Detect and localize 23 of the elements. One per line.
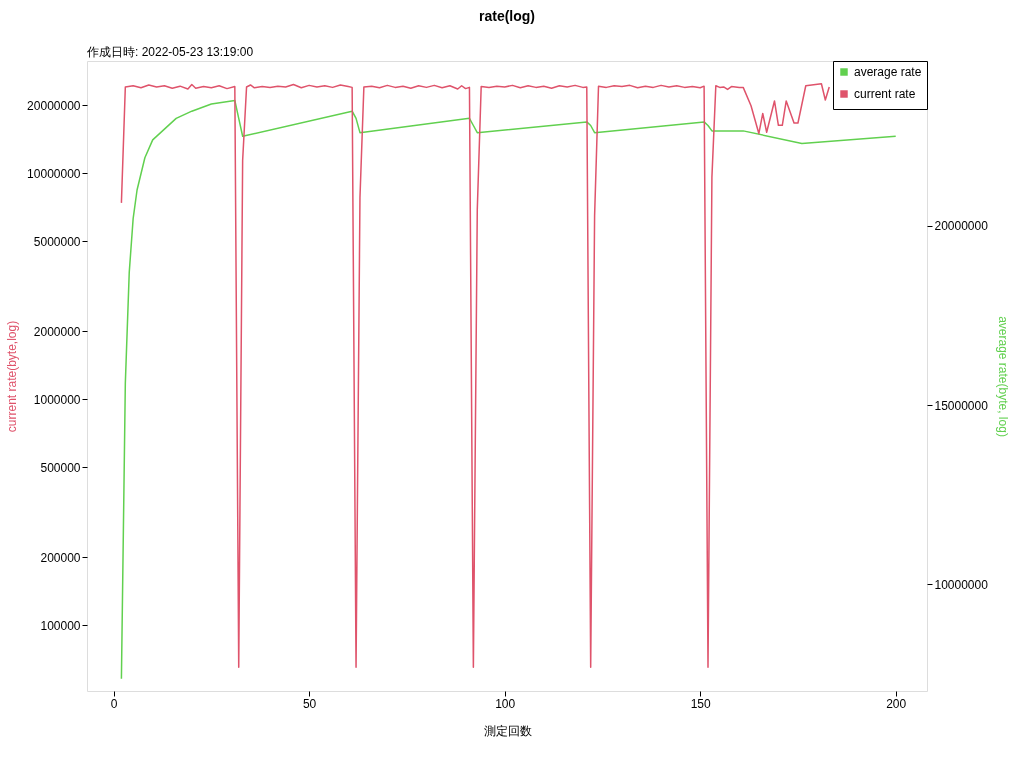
y-tick-label: 1000000 [33,392,81,407]
x-tick-label: 150 [690,696,712,711]
y-tick-label: 20000000 [27,98,81,113]
y-tick-label: 500000 [40,460,81,475]
x-tick-label: 50 [302,696,317,711]
y2-axis-title: average rate(byte, log) [995,316,1010,437]
y-axis-title: current rate(byte,log) [5,320,20,433]
legend-label: average rate [854,65,922,79]
x-tick-label: 200 [886,696,907,711]
y2-tick-label: 15000000 [934,398,989,413]
y-tick-label: 100000 [40,618,81,633]
y-tick-label: 5000000 [33,234,81,249]
y-tick-label: 200000 [40,550,81,565]
chart-title: rate(log) [479,8,535,24]
x-axis-title: 測定回数 [483,723,532,738]
y-tick-label: 10000000 [27,166,81,181]
chart-subtitle: 作成日時: 2022-05-23 13:19:00 [86,45,254,59]
x-tick-label: 0 [110,696,118,711]
y-tick-label: 2000000 [33,324,81,339]
legend-label: current rate [854,87,916,101]
y2-tick-label: 20000000 [934,219,989,234]
y2-tick-label: 10000000 [934,577,989,592]
x-tick-label: 100 [495,696,516,711]
